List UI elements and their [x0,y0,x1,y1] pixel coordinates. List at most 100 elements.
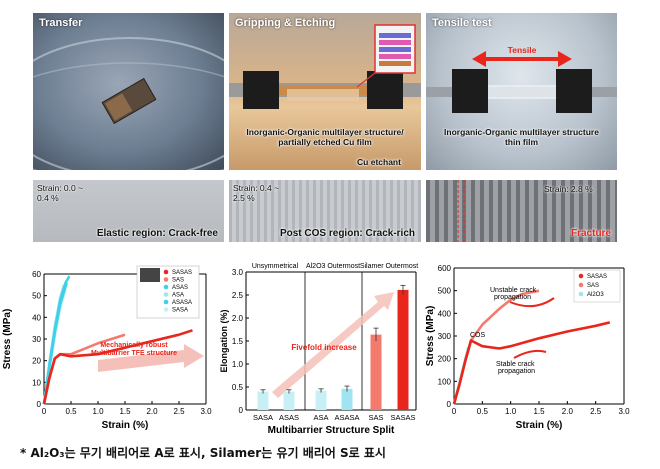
x-tick-label: 3.0 [618,407,630,416]
x-tick-label: 2.5 [173,407,185,416]
film-sample [101,77,157,125]
chartC-unstable-line2: propagation [494,294,531,301]
group-label-unsymmetrical: Unsymmetrical [252,263,299,270]
etchant-label: Cu etchant [357,157,401,167]
chartC-xlabel: Strain (%) [516,420,563,431]
strip-fracture-strain: Strain: 2.8 % [544,184,593,194]
y-tick-label: 2.5 [232,291,244,300]
gripping-caption: Inorganic-Organic multilayer structure/ … [229,127,421,147]
strip-post-cos-region: Post COS region: Crack-rich [279,228,415,239]
x-tick-label: 1.0 [92,407,104,416]
photo-gripping: Gripping & Etching Inorganic-Organic mul… [229,13,421,170]
tensile-arrow-label: Tensile [507,45,537,55]
series-sasas [42,329,193,405]
bar-sas [370,334,382,410]
chartA-x-ticks: 0 0.5 1.0 1.5 2.0 2.5 3.0 [42,401,212,416]
chartC-stable-line2: propagation [498,368,535,375]
chartA-series-group [42,275,193,405]
chartC-ylabel: Stress (MPa) [425,306,436,367]
right-grip [367,71,403,109]
strip-elastic-strain-line1: Strain: 0.0 ~ [37,183,84,193]
tensile-caption-line2: thin film [504,137,539,147]
strip-post-cos: Strain: 0.4 ~ 2.5 % Post COS region: Cra… [229,180,421,242]
chartC-unstable-line1: Unstable crack [490,287,537,294]
y-tick-label: 500 [438,287,452,296]
category-label-sas: SAS [368,413,383,422]
legend-label-al2o3: Al2O3 [587,292,604,298]
chartB-arrow [272,292,394,398]
legend-marker [578,291,584,297]
chartC-y-ticks: 0 100 200 300 400 500 600 [438,264,457,409]
strip-post-cos-strain: Strain: 0.4 ~ 2.5 % [233,183,279,203]
chartB-bars-group: SASA ASAS ASA ASASA SAS SASAS [253,284,416,422]
legend-marker [163,292,169,297]
chartA-ylabel: Stress (MPa) [2,309,13,370]
chartB-xlabel: Multibarrier Structure Split [268,425,395,436]
gripping-caption-line2: partially etched Cu film [278,137,372,147]
y-tick-label: 0 [37,400,42,409]
y-tick-label: 0 [447,400,452,409]
series-asas [42,275,71,405]
legend-marker [578,273,584,279]
legend-marker [163,307,169,312]
x-tick-label: 0.5 [65,407,77,416]
bar-asas [283,391,295,410]
photo-tensile: Tensile test Tensile Inorganic-Organic m… [426,13,617,170]
x-tick-label: 2.0 [146,407,158,416]
chartB-y-ticks: 0 0.5 1.0 1.5 2.0 2.5 3.0 [232,268,249,415]
thin-film [488,85,556,99]
chartC-x-ticks: 0 0.5 1.0 1.5 2.0 2.5 3.0 [452,401,630,416]
group-label-silamer: Silamer Outermost [360,263,418,270]
legend-label-sasa: SASA [172,308,188,314]
category-label-sasa: SASA [253,413,273,422]
y-tick-label: 2.0 [232,314,244,323]
left-grip [243,71,279,109]
chartC-cos: COS [470,332,486,339]
y-tick-label: 40 [32,313,41,322]
category-label-sasas: SASAS [390,413,415,422]
x-tick-label: 1.0 [505,407,517,416]
chartA-annotation-line1: Mechanically robust [100,342,168,349]
tensile-scene [426,51,617,113]
legend-label-sas: SAS [172,278,184,284]
bar-sasa [257,391,269,410]
x-tick-label: 0 [452,407,457,416]
chartA-annotation-line2: Multibarrier TFE structure [91,350,177,357]
legend-photo-thumb [140,268,160,282]
y-tick-label: 200 [438,355,452,364]
chartB-ylabel: Elongation (%) [219,310,229,373]
x-tick-label: 2.0 [562,407,574,416]
photo-label-transfer: Transfer [39,17,83,29]
chartB-annotation: Fivefold increase [291,343,357,352]
category-label-asasa: ASASA [334,413,359,422]
legend-marker [163,269,169,275]
strip-elastic: Strain: 0.0 ~ 0.4 % Elastic region: Crac… [33,180,224,242]
chartC-annotations: Unstable crack propagation COS Stable cr… [470,287,555,375]
transfer-scene [33,37,224,170]
legend-marker [163,299,169,305]
y-tick-label: 50 [32,292,41,301]
series-sasas [452,321,611,405]
chartC-stable-line1: Stable crack [496,361,535,368]
bar-asasa [341,388,353,410]
left-grip [452,69,488,113]
x-tick-label: 2.5 [590,407,602,416]
chart-elongation-bars: 00.51.01.52.02.53.0 SASA ASAS ASA ASASA SAS S… [219,263,418,436]
legend-marker [578,282,584,288]
strip-post-cos-strain-line1: Strain: 0.4 ~ [233,183,280,193]
x-tick-label: 1.5 [533,407,545,416]
x-tick-label: 0.5 [477,407,489,416]
y-tick-label: 10 [32,378,41,387]
bar-sasas [397,289,409,410]
bar-asa [315,390,327,410]
photo-label-gripping: Gripping & Etching [235,17,336,29]
strip-fracture: Strain: 2.8 % Fracture [426,180,617,242]
gripping-scene [229,24,421,109]
x-tick-label: 0 [42,407,47,416]
legend-marker [163,284,169,290]
y-tick-label: 3.0 [232,268,244,277]
y-tick-label: 0.5 [232,383,244,392]
y-tick-label: 60 [32,270,41,279]
y-tick-label: 300 [438,332,452,341]
